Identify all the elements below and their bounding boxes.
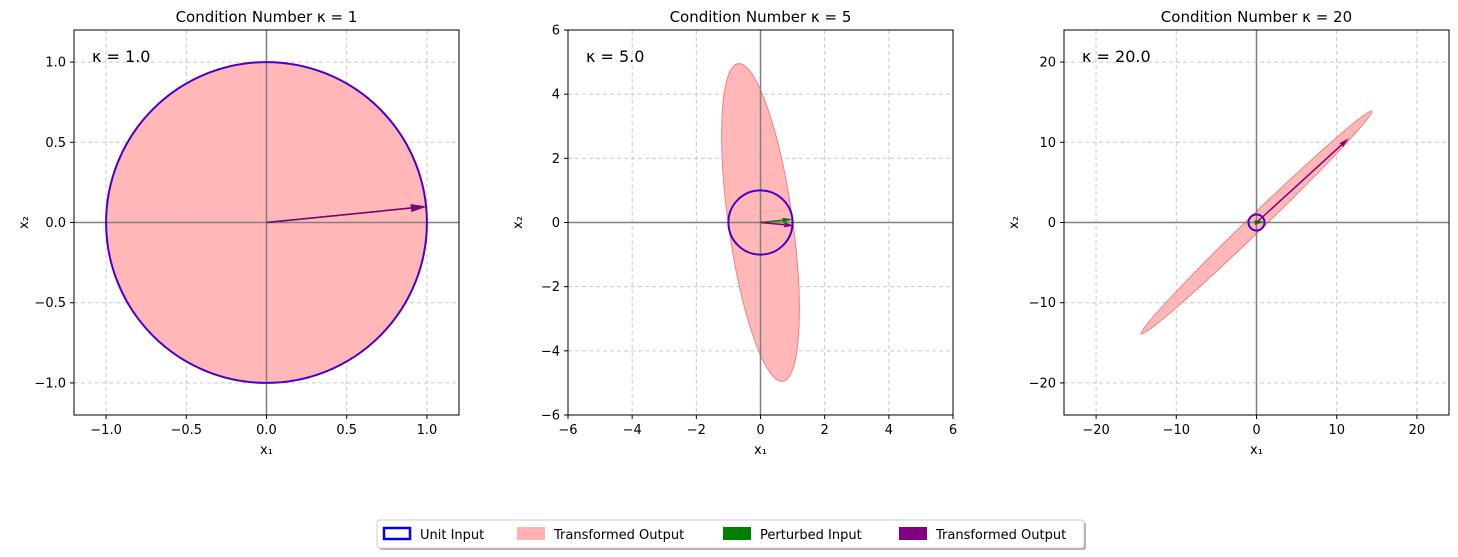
- y-tick-label: 0: [1048, 216, 1056, 231]
- x-tick-label: 4: [885, 423, 893, 438]
- legend-label: Transformed Output: [553, 528, 684, 543]
- y-tick-label: 0.0: [45, 216, 66, 231]
- y-axis-label: x₂: [1007, 216, 1022, 229]
- legend-swatch-outline: [382, 526, 412, 541]
- legend-swatch: [723, 527, 751, 540]
- x-tick-label: 0.5: [336, 423, 357, 438]
- legend: Unit Input Transformed Output Perturbed In…: [376, 519, 1086, 550]
- x-axis-label: x₁: [754, 443, 767, 458]
- x-axis-label: x₁: [1250, 443, 1263, 458]
- x-axis-label: x₁: [260, 443, 273, 458]
- subplot-title: Condition Number κ = 1: [176, 8, 358, 26]
- transformed-output-arrow-head: [410, 204, 427, 213]
- transformed-output-arrow-head: [783, 222, 795, 228]
- transformed-output-arrow-shaft: [760, 221, 785, 226]
- x-tick-label: 0.0: [256, 423, 277, 438]
- transformed-output-arrow-head: [1339, 138, 1349, 147]
- y-tick-label: −20: [1029, 376, 1056, 391]
- plot-area: [74, 30, 459, 415]
- legend-swatch: [517, 527, 545, 540]
- x-tick-label: −6: [558, 423, 577, 438]
- y-tick-label: −0.5: [34, 296, 66, 311]
- x-tick-label: 20: [1409, 423, 1426, 438]
- kappa-annotation: κ = 5.0: [586, 47, 644, 66]
- subplot-title: Condition Number κ = 5: [670, 8, 852, 26]
- subplot-title: Condition Number κ = 20: [1161, 8, 1352, 26]
- y-tick-label: 10: [1039, 136, 1056, 151]
- perturbed-input-arrow-head: [782, 217, 793, 223]
- x-tick-label: 6: [949, 423, 957, 438]
- y-tick-label: 0.5: [45, 136, 66, 151]
- x-tick-label: −0.5: [171, 423, 203, 438]
- y-tick-label: 1.0: [45, 56, 66, 71]
- unit-input-circle: [1247, 213, 1266, 232]
- y-axis-label: x₂: [511, 216, 526, 229]
- subplot-1: −1.0 −0.5 0.0 0.5 1.0 −1.0 −0.5 0.0 0.5 1.0 Condit…: [17, 8, 460, 458]
- subplot-2: −6 −4 −2 0 2 4 6 −6 −4 −2 0 2 4 6 Condition Number κ =…: [511, 8, 957, 458]
- x-tick-label: −2: [687, 423, 706, 438]
- transformed-output-arrow-shaft: [1255, 144, 1342, 224]
- y-tick-label: −2: [541, 280, 560, 295]
- y-tick-label: 0: [552, 216, 560, 231]
- transformed-output-arrow-shaft: [266, 207, 412, 224]
- unit-input-circle: [105, 61, 428, 384]
- legend-swatch: [899, 527, 927, 540]
- x-tick-label: 0: [756, 423, 764, 438]
- x-tick-label: −1.0: [90, 423, 122, 438]
- x-tick-label: 0: [1252, 423, 1260, 438]
- y-tick-label: −10: [1029, 296, 1056, 311]
- unit-input-circle: [727, 189, 794, 256]
- x-tick-label: 1.0: [417, 423, 438, 438]
- kappa-annotation: κ = 1.0: [92, 47, 150, 66]
- plot-area: [1064, 30, 1449, 415]
- y-tick-label: 2: [552, 152, 560, 167]
- y-tick-label: −4: [541, 344, 560, 359]
- y-tick-label: −6: [541, 409, 560, 424]
- y-axis-label: x₂: [17, 216, 32, 229]
- x-tick-label: 10: [1328, 423, 1345, 438]
- y-tick-label: 4: [552, 88, 560, 103]
- y-tick-label: 20: [1039, 56, 1056, 71]
- plot-area: [568, 30, 953, 415]
- x-tick-label: −4: [623, 423, 642, 438]
- x-tick-label: −20: [1082, 423, 1109, 438]
- legend-label: Perturbed Input: [760, 528, 862, 543]
- legend-label: Transformed Output: [935, 528, 1066, 543]
- subplot-3: −20 −10 0 10 20 −20 −10 0 10 20 Condition Number κ…: [1007, 8, 1450, 458]
- y-tick-label: −1.0: [34, 376, 66, 391]
- kappa-annotation: κ = 20.0: [1082, 47, 1151, 66]
- y-tick-label: 6: [552, 24, 560, 39]
- x-tick-label: −10: [1163, 423, 1190, 438]
- x-tick-label: 2: [821, 423, 829, 438]
- legend-label: Unit Input: [420, 528, 484, 543]
